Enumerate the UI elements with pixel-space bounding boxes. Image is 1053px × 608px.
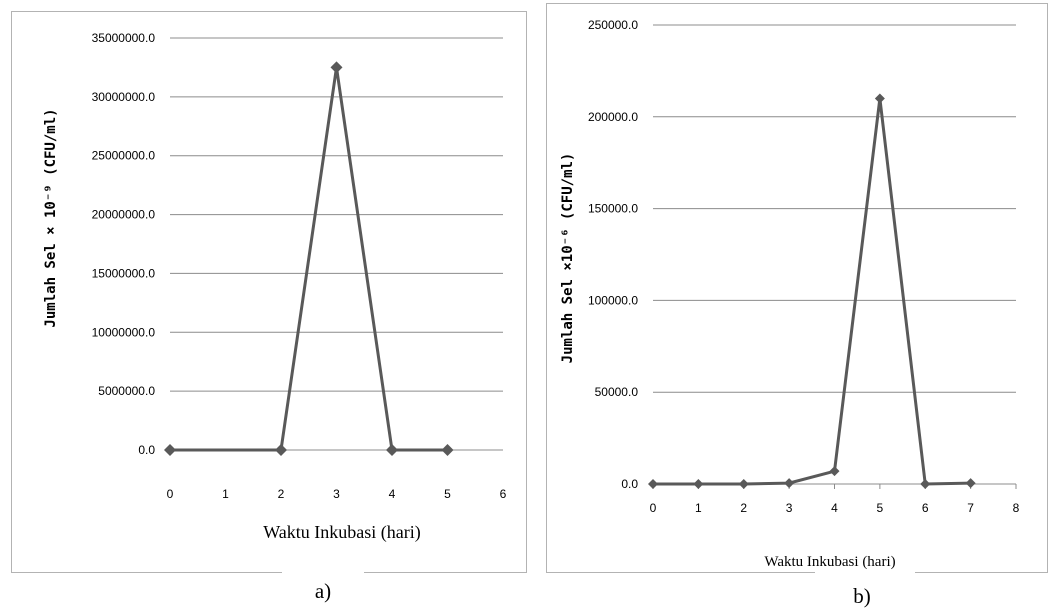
chart-b-x-tick-label: 3: [786, 501, 793, 515]
chart-a-y-tick-label: 5000000.0: [98, 384, 155, 398]
chart-a-x-tick-label: 4: [389, 487, 396, 501]
chart-b-series-line: [653, 98, 971, 486]
chart-b-y-axis-label: Jumlah Sel ×10⁻⁶ (CFU/ml): [560, 153, 576, 364]
chart-b-x-tick-label: 5: [877, 501, 884, 515]
chart-b-point-marker: [920, 479, 931, 489]
chart-b-x-tick-label: 0: [650, 501, 657, 515]
chart-a-point-marker: [275, 444, 287, 456]
chart-b-point-marker: [784, 478, 795, 489]
chart-b: 0.0 50000.0 100000.0 150000.0 200000.0 250000…: [560, 18, 1020, 608]
chart-b-x-tick-label: 4: [831, 501, 838, 515]
chart-b-x-tick-label: 1: [695, 501, 702, 515]
chart-a: 0.0 5000000.0 10000000.0 15000000.0 20000000…: [43, 31, 507, 603]
chart-b-point-marker: [648, 479, 658, 489]
chart-b-frame: [546, 3, 1048, 573]
chart-a-panel-label: a): [315, 579, 331, 603]
chart-a-x-tick-label: 2: [278, 487, 285, 501]
chart-a-points: [164, 61, 454, 456]
chart-b-x-axis-label: Waktu Inkubasi (hari): [764, 554, 895, 570]
chart-b-point-marker: [693, 479, 704, 489]
chart-a-y-tick-label: 35000000.0: [92, 31, 156, 45]
chart-b-x-tick-label: 2: [740, 501, 747, 515]
chart-a-y-tick-label: 10000000.0: [92, 325, 156, 339]
chart-a-x-tick-label: 6: [500, 487, 507, 501]
chart-b-y-tick-label: 100000.0: [588, 293, 638, 307]
chart-b-panel-label: b): [853, 584, 871, 608]
chart-b-y-tick-label: 200000.0: [588, 110, 638, 124]
chart-a-point-marker: [164, 444, 176, 456]
chart-a-point-marker: [386, 444, 398, 456]
chart-b-x-tick-label: 8: [1013, 501, 1020, 515]
chart-b-point-marker: [874, 93, 885, 104]
chart-b-point-marker: [829, 466, 840, 477]
chart-a-x-tick-label: 0: [167, 487, 174, 501]
chart-b-y-tick-label: 250000.0: [588, 18, 638, 32]
chart-b-y-tick-label: 0.0: [621, 477, 638, 491]
chart-a-y-axis-label: Jumlah Sel × 10⁻⁹ (CFU/ml): [43, 108, 59, 327]
chart-a-x-axis-label: Waktu Inkubasi (hari): [263, 522, 421, 543]
chart-a-y-tick-label: 25000000.0: [92, 149, 156, 163]
chart-a-y-tick-labels: 0.0 5000000.0 10000000.0 15000000.0 20000000…: [92, 31, 156, 457]
chart-a-series-line: [170, 67, 448, 452]
chart-b-y-tick-labels: 0.0 50000.0 100000.0 150000.0 200000.0 250000…: [588, 18, 638, 491]
chart-a-x-tick-label: 5: [444, 487, 451, 501]
chart-a-gridlines: [170, 37, 503, 451]
chart-a-y-tick-label: 20000000.0: [92, 208, 156, 222]
chart-a-x-tick-labels: 0 1 2 3 4 5 6: [167, 487, 507, 501]
chart-a-point-marker: [441, 444, 454, 456]
chart-b-point-marker: [738, 479, 749, 489]
chart-a-y-tick-label: 30000000.0: [92, 90, 156, 104]
chart-a-y-tick-label: 15000000.0: [92, 266, 156, 280]
chart-b-x-tick-labels: 0 1 2 3 4 5 6 7 8: [650, 501, 1020, 515]
chart-b-point-marker: [965, 478, 976, 489]
chart-b-y-tick-label: 50000.0: [595, 385, 639, 399]
chart-a-x-tick-label: 1: [222, 487, 229, 501]
chart-b-x-tick-label: 6: [922, 501, 929, 515]
chart-a-frame: [11, 11, 527, 573]
chart-b-y-tick-label: 150000.0: [588, 202, 638, 216]
chart-a-y-tick-label: 0.0: [138, 443, 155, 457]
chart-a-point-marker: [330, 61, 343, 74]
chart-b-points: [648, 93, 976, 489]
chart-b-gridlines: [652, 24, 1017, 489]
chart-b-x-tick-label: 7: [967, 501, 974, 515]
chart-a-x-tick-label: 3: [333, 487, 340, 501]
